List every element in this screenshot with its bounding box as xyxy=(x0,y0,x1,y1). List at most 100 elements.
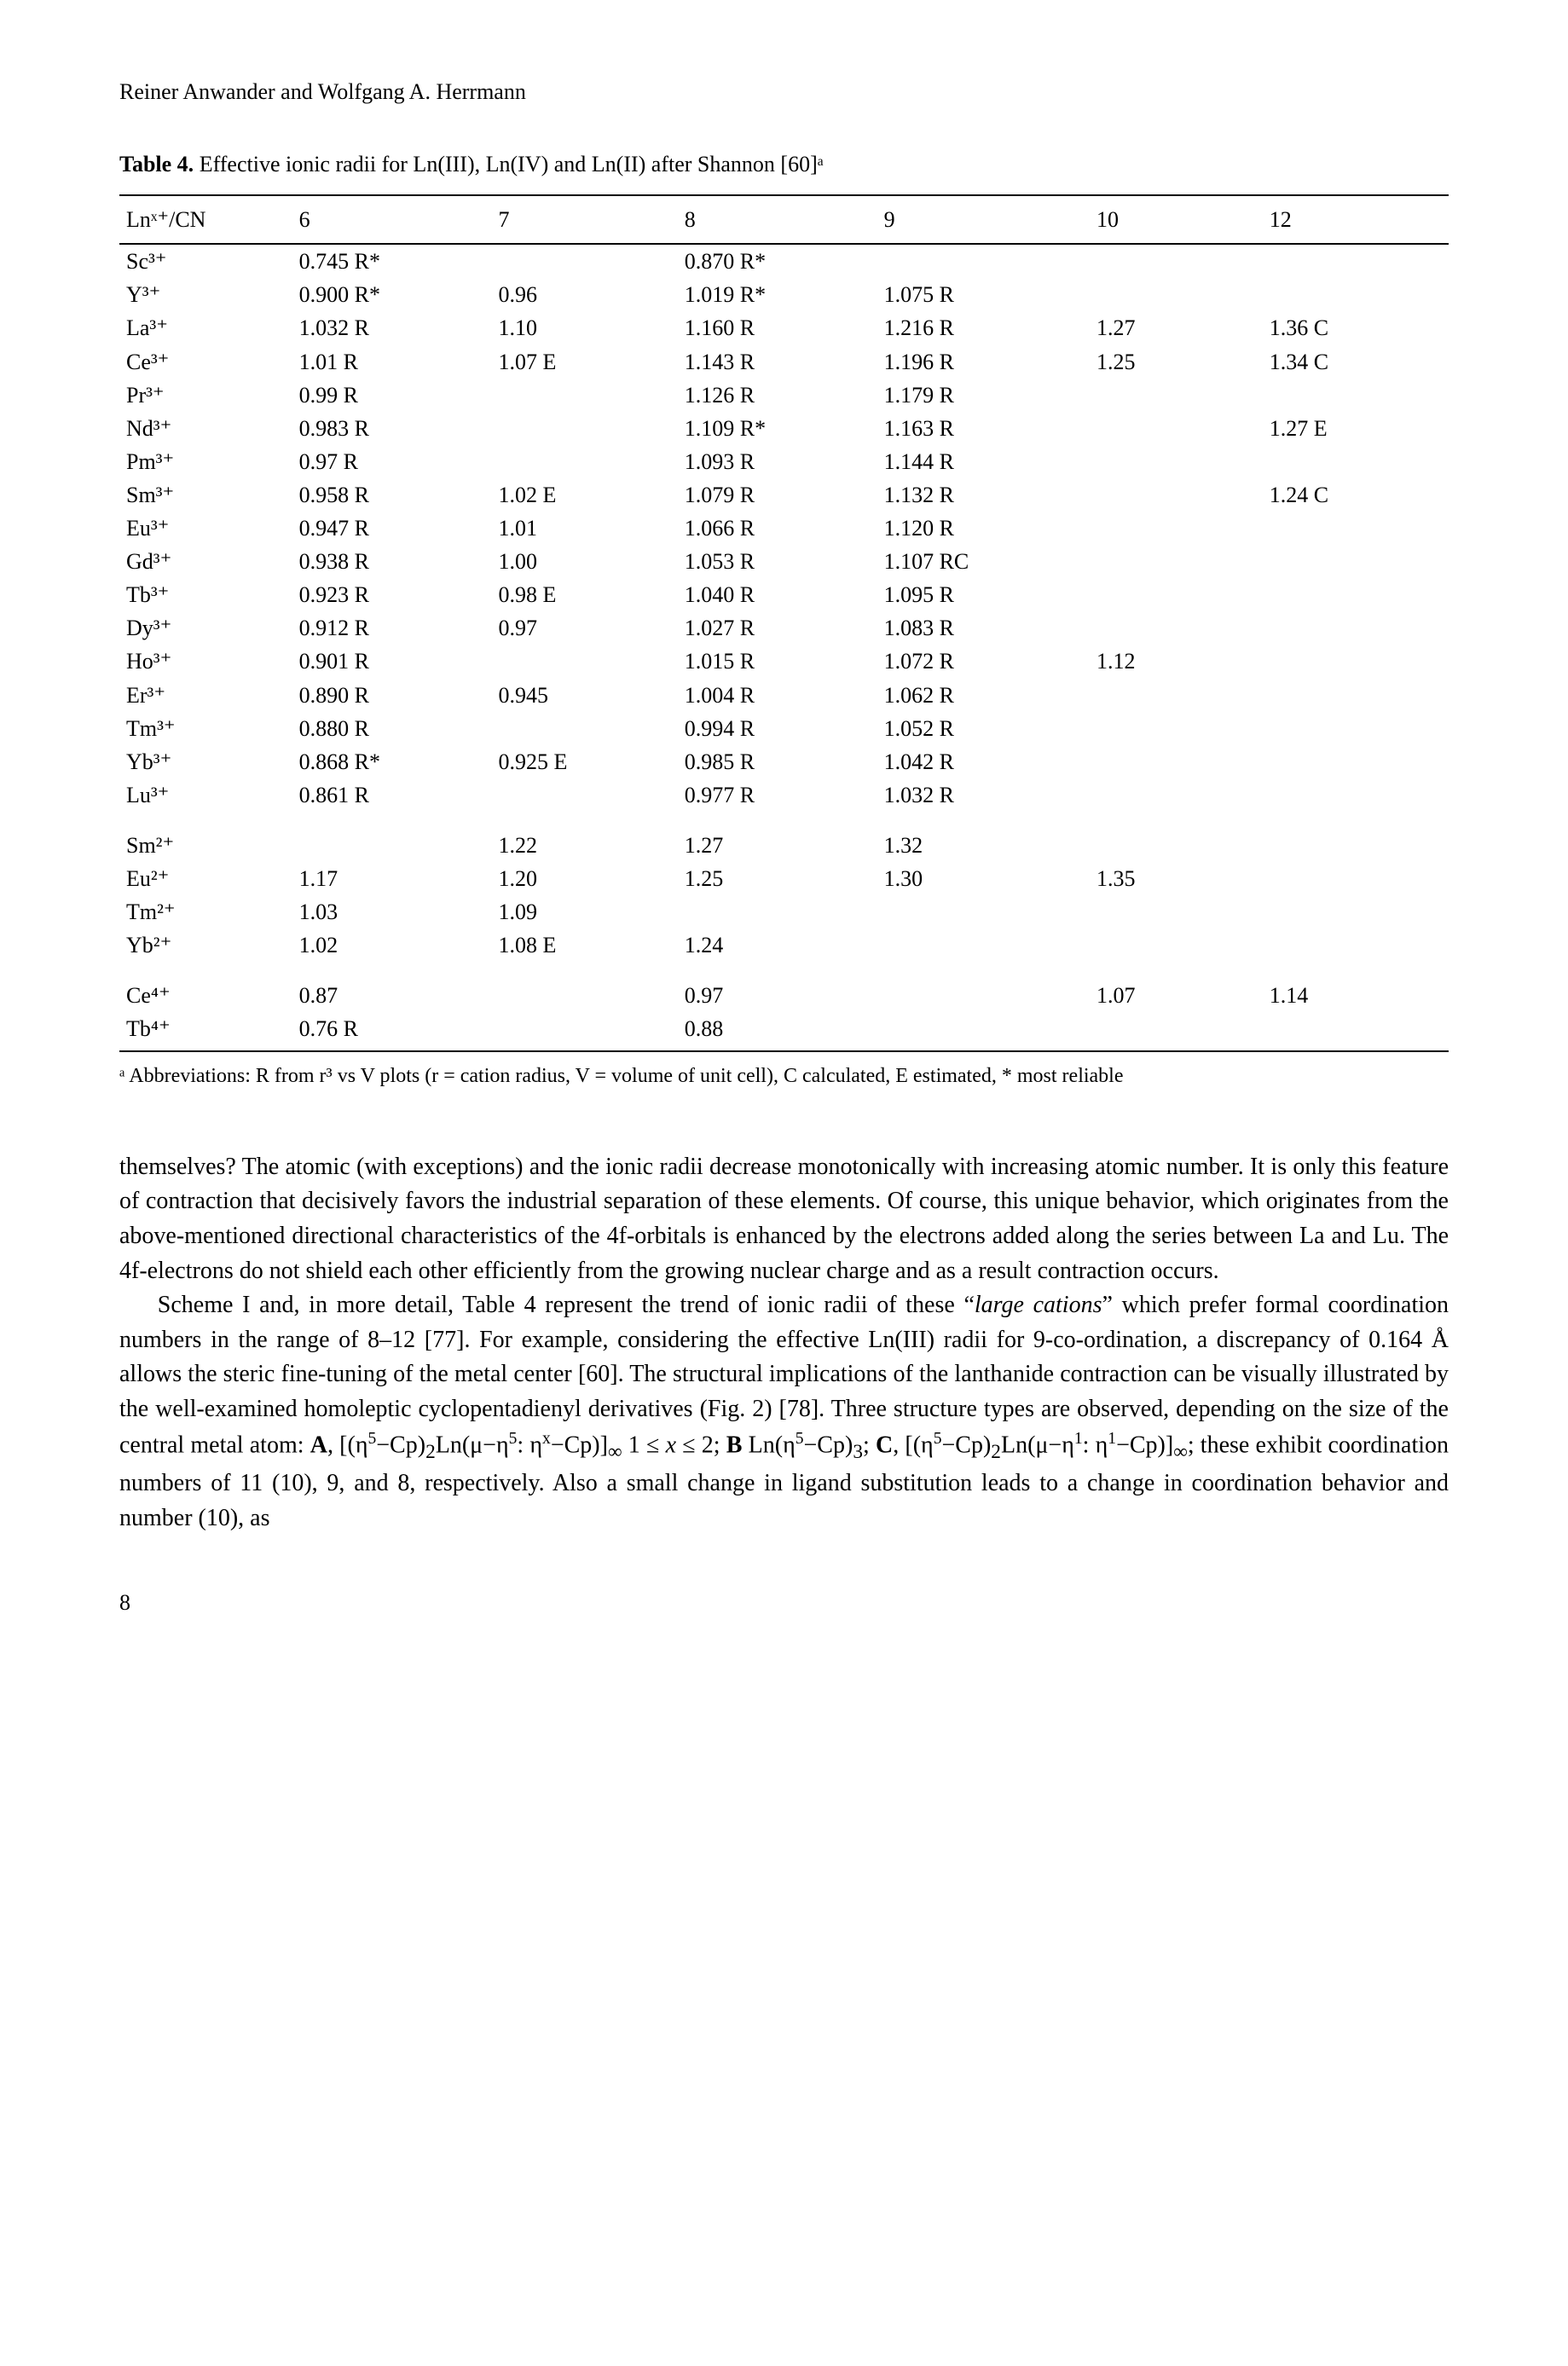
table-cell: 1.053 R xyxy=(678,545,877,578)
table-footnote: ᵃ Abbreviations: R from r³ vs V plots (r… xyxy=(119,1062,1449,1090)
table-row: Er³⁺0.890 R0.9451.004 R1.062 R xyxy=(119,679,1449,712)
table-cell xyxy=(877,1012,1090,1051)
table-cell: 1.027 R xyxy=(678,611,877,645)
table-cell xyxy=(1263,611,1449,645)
table-cell xyxy=(1090,1012,1263,1051)
table-cell xyxy=(877,244,1090,278)
table-cell: 0.977 R xyxy=(678,778,877,812)
table-cell xyxy=(492,445,678,478)
table-row: Nd³⁺0.983 R1.109 R*1.163 R1.27 E xyxy=(119,412,1449,445)
table-cell xyxy=(1090,895,1263,928)
table-cell: 0.97 xyxy=(678,979,877,1012)
table-cell: 1.00 xyxy=(492,545,678,578)
table-cell: 0.868 R* xyxy=(292,745,492,778)
table-row: Eu²⁺1.171.201.251.301.35 xyxy=(119,862,1449,895)
table-cell: 1.042 R xyxy=(877,745,1090,778)
table-cell xyxy=(1263,862,1449,895)
table-cell: 1.032 R xyxy=(292,311,492,344)
table-cell: 0.88 xyxy=(678,1012,877,1051)
table-cell: 1.163 R xyxy=(877,412,1090,445)
table-row: Y³⁺0.900 R*0.961.019 R*1.075 R xyxy=(119,278,1449,311)
table-caption: Table 4. Effective ionic radii for Ln(II… xyxy=(119,149,1449,179)
table-cell: 1.144 R xyxy=(877,445,1090,478)
table-cell xyxy=(1263,829,1449,862)
table-cell: 1.25 xyxy=(1090,345,1263,379)
table-row: Tb³⁺0.923 R0.98 E1.040 R1.095 R xyxy=(119,578,1449,611)
table-cell: 1.01 xyxy=(492,512,678,545)
table-cell: 0.901 R xyxy=(292,645,492,678)
table-cell xyxy=(1263,1012,1449,1051)
table-cell: 1.196 R xyxy=(877,345,1090,379)
table-cell: Yb³⁺ xyxy=(119,745,292,778)
table-cell: 1.126 R xyxy=(678,379,877,412)
table-cell xyxy=(1090,512,1263,545)
table-cell xyxy=(1090,445,1263,478)
table-cell: 1.10 xyxy=(492,311,678,344)
table-cell: 1.07 xyxy=(1090,979,1263,1012)
table-cell: Gd³⁺ xyxy=(119,545,292,578)
table-cell: 1.02 E xyxy=(492,478,678,512)
table-cell xyxy=(1090,679,1263,712)
table-cell: Eu³⁺ xyxy=(119,512,292,545)
table-cell: 1.120 R xyxy=(877,512,1090,545)
table-cell xyxy=(877,895,1090,928)
table-cell xyxy=(1263,645,1449,678)
col-header: 9 xyxy=(877,195,1090,244)
table-cell xyxy=(1263,928,1449,962)
table-cell xyxy=(1263,712,1449,745)
table-row: Sc³⁺0.745 R*0.870 R* xyxy=(119,244,1449,278)
table-cell xyxy=(1090,412,1263,445)
table-row: Eu³⁺0.947 R1.011.066 R1.120 R xyxy=(119,512,1449,545)
table-cell: Ho³⁺ xyxy=(119,645,292,678)
table-cell xyxy=(492,645,678,678)
table-cell: 0.985 R xyxy=(678,745,877,778)
table-cell xyxy=(1090,545,1263,578)
table-cell: 0.96 xyxy=(492,278,678,311)
table-cell xyxy=(1263,512,1449,545)
table-cell: Tm³⁺ xyxy=(119,712,292,745)
table-row: Ho³⁺0.901 R1.015 R1.072 R1.12 xyxy=(119,645,1449,678)
col-header: 8 xyxy=(678,195,877,244)
table-cell: 0.912 R xyxy=(292,611,492,645)
table-caption-text: Effective ionic radii for Ln(III), Ln(IV… xyxy=(200,152,824,176)
table-cell: Tb³⁺ xyxy=(119,578,292,611)
table-cell: 1.083 R xyxy=(877,611,1090,645)
table-cell xyxy=(1263,895,1449,928)
table-cell xyxy=(1090,778,1263,812)
table-cell xyxy=(1090,578,1263,611)
table-cell: Ce⁴⁺ xyxy=(119,979,292,1012)
table-cell: 1.22 xyxy=(492,829,678,862)
table-cell xyxy=(1090,379,1263,412)
table-cell xyxy=(1090,478,1263,512)
table-row: Ce⁴⁺0.870.971.071.14 xyxy=(119,979,1449,1012)
table-cell: 0.923 R xyxy=(292,578,492,611)
paragraph-2: Scheme I and, in more detail, Table 4 re… xyxy=(119,1288,1449,1536)
table-row: Sm³⁺0.958 R1.02 E1.079 R1.132 R1.24 C xyxy=(119,478,1449,512)
table-cell: 1.179 R xyxy=(877,379,1090,412)
table-row: Lu³⁺0.861 R0.977 R1.032 R xyxy=(119,778,1449,812)
table-cell: Y³⁺ xyxy=(119,278,292,311)
table-cell xyxy=(1263,445,1449,478)
table-cell xyxy=(1263,278,1449,311)
col-header: 6 xyxy=(292,195,492,244)
table-row: Sm²⁺1.221.271.32 xyxy=(119,829,1449,862)
table-cell: Dy³⁺ xyxy=(119,611,292,645)
table-cell xyxy=(1263,679,1449,712)
table-cell: 0.958 R xyxy=(292,478,492,512)
table-cell: 0.947 R xyxy=(292,512,492,545)
table-cell xyxy=(492,1012,678,1051)
table-cell xyxy=(492,712,678,745)
table-cell: La³⁺ xyxy=(119,311,292,344)
table-row: Tb⁴⁺0.76 R0.88 xyxy=(119,1012,1449,1051)
table-cell: 1.35 xyxy=(1090,862,1263,895)
table-cell: 1.27 xyxy=(1090,311,1263,344)
table-cell: 0.99 R xyxy=(292,379,492,412)
body-text: themselves? The atomic (with exceptions)… xyxy=(119,1150,1449,1536)
table-cell: Tm²⁺ xyxy=(119,895,292,928)
table-cell: Tb⁴⁺ xyxy=(119,1012,292,1051)
table-cell: 1.34 C xyxy=(1263,345,1449,379)
table-cell: 1.25 xyxy=(678,862,877,895)
group-spacer xyxy=(119,812,1449,829)
table-cell xyxy=(1090,244,1263,278)
table-cell: 1.07 E xyxy=(492,345,678,379)
